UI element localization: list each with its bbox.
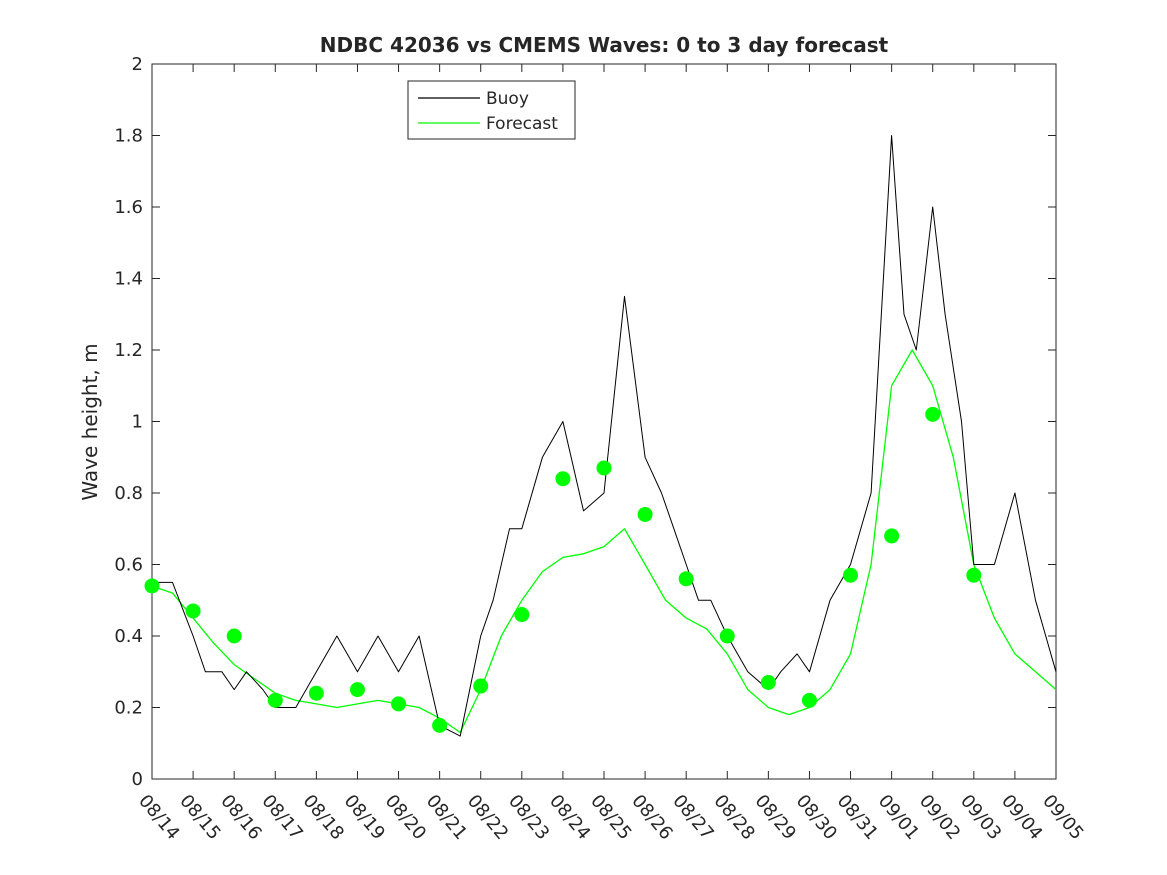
forecast-start-marker (226, 628, 242, 644)
x-tick-label: 09/01 (874, 791, 923, 844)
x-tick-label: 08/23 (504, 791, 553, 844)
forecast-start-marker (308, 685, 324, 701)
x-tick-label: 08/22 (463, 791, 512, 844)
x-tick-label: 09/04 (997, 791, 1046, 844)
legend-label-forecast: Forecast (486, 114, 558, 134)
chart-title: NDBC 42036 vs CMEMS Waves: 0 to 3 day fo… (320, 33, 889, 57)
y-tick-label: 1.2 (114, 340, 143, 361)
forecast-start-marker (678, 571, 694, 587)
forecast-start-marker (391, 696, 407, 712)
forecast-start-marker (555, 471, 571, 487)
y-tick-label: 0.6 (114, 555, 143, 576)
legend-label-buoy: Buoy (486, 89, 529, 109)
forecast-start-marker (267, 692, 283, 708)
forecast-start-marker (144, 578, 160, 594)
forecast-start-marker (801, 692, 817, 708)
series-line-buoy (152, 135, 1057, 737)
x-tick-label: 08/17 (257, 791, 306, 844)
forecast-start-marker (637, 506, 653, 522)
x-tick-label: 08/19 (340, 791, 389, 844)
x-tick-label: 09/05 (1038, 791, 1087, 844)
x-tick-label: 08/15 (175, 791, 224, 844)
y-tick-label: 1 (132, 412, 143, 433)
x-tick-label: 08/27 (668, 791, 717, 844)
forecast-start-marker (925, 406, 941, 422)
y-tick-label: 1.4 (114, 269, 143, 290)
y-axis-label: Wave height, m (78, 343, 102, 500)
y-tick-label: 0 (132, 769, 143, 790)
x-tick-label: 08/25 (586, 791, 635, 844)
forecast-start-marker (596, 460, 612, 476)
x-tick-label: 09/03 (956, 791, 1005, 844)
x-tick-label: 09/02 (915, 791, 964, 844)
forecast-start-marker (884, 528, 900, 544)
forecast-start-marker (514, 607, 530, 623)
x-tick-label: 08/20 (381, 791, 430, 844)
y-tick-label: 0.4 (114, 626, 143, 647)
forecast-start-marker (432, 717, 448, 733)
x-tick-label: 08/28 (709, 791, 758, 844)
forecast-start-marker (843, 567, 859, 583)
legend-box (407, 80, 576, 140)
y-tick-label: 2 (132, 54, 143, 75)
forecast-start-marker (760, 674, 776, 690)
x-tick-label: 08/29 (751, 791, 800, 844)
y-tick-label: 0.8 (114, 483, 143, 504)
plot-frame (151, 63, 1057, 780)
y-tick-label: 0.2 (114, 698, 143, 719)
forecast-start-marker (185, 603, 201, 619)
x-tick-label: 08/18 (299, 791, 348, 844)
forecast-start-marker (719, 628, 735, 644)
x-tick-label: 08/26 (627, 791, 676, 844)
x-tick-label: 08/24 (545, 791, 594, 844)
x-tick-label: 08/30 (792, 791, 841, 844)
y-tick-label: 1.6 (114, 197, 143, 218)
y-tick-label: 1.8 (114, 126, 143, 147)
series-line-forecast (151, 349, 1057, 734)
forecast-start-marker (349, 682, 365, 698)
x-tick-label: 08/14 (134, 791, 183, 844)
forecast-start-marker (966, 567, 982, 583)
forecast-start-marker (473, 678, 489, 694)
x-tick-label: 08/16 (216, 791, 265, 844)
x-tick-label: 08/21 (422, 791, 471, 844)
x-tick-label: 08/31 (833, 791, 882, 844)
